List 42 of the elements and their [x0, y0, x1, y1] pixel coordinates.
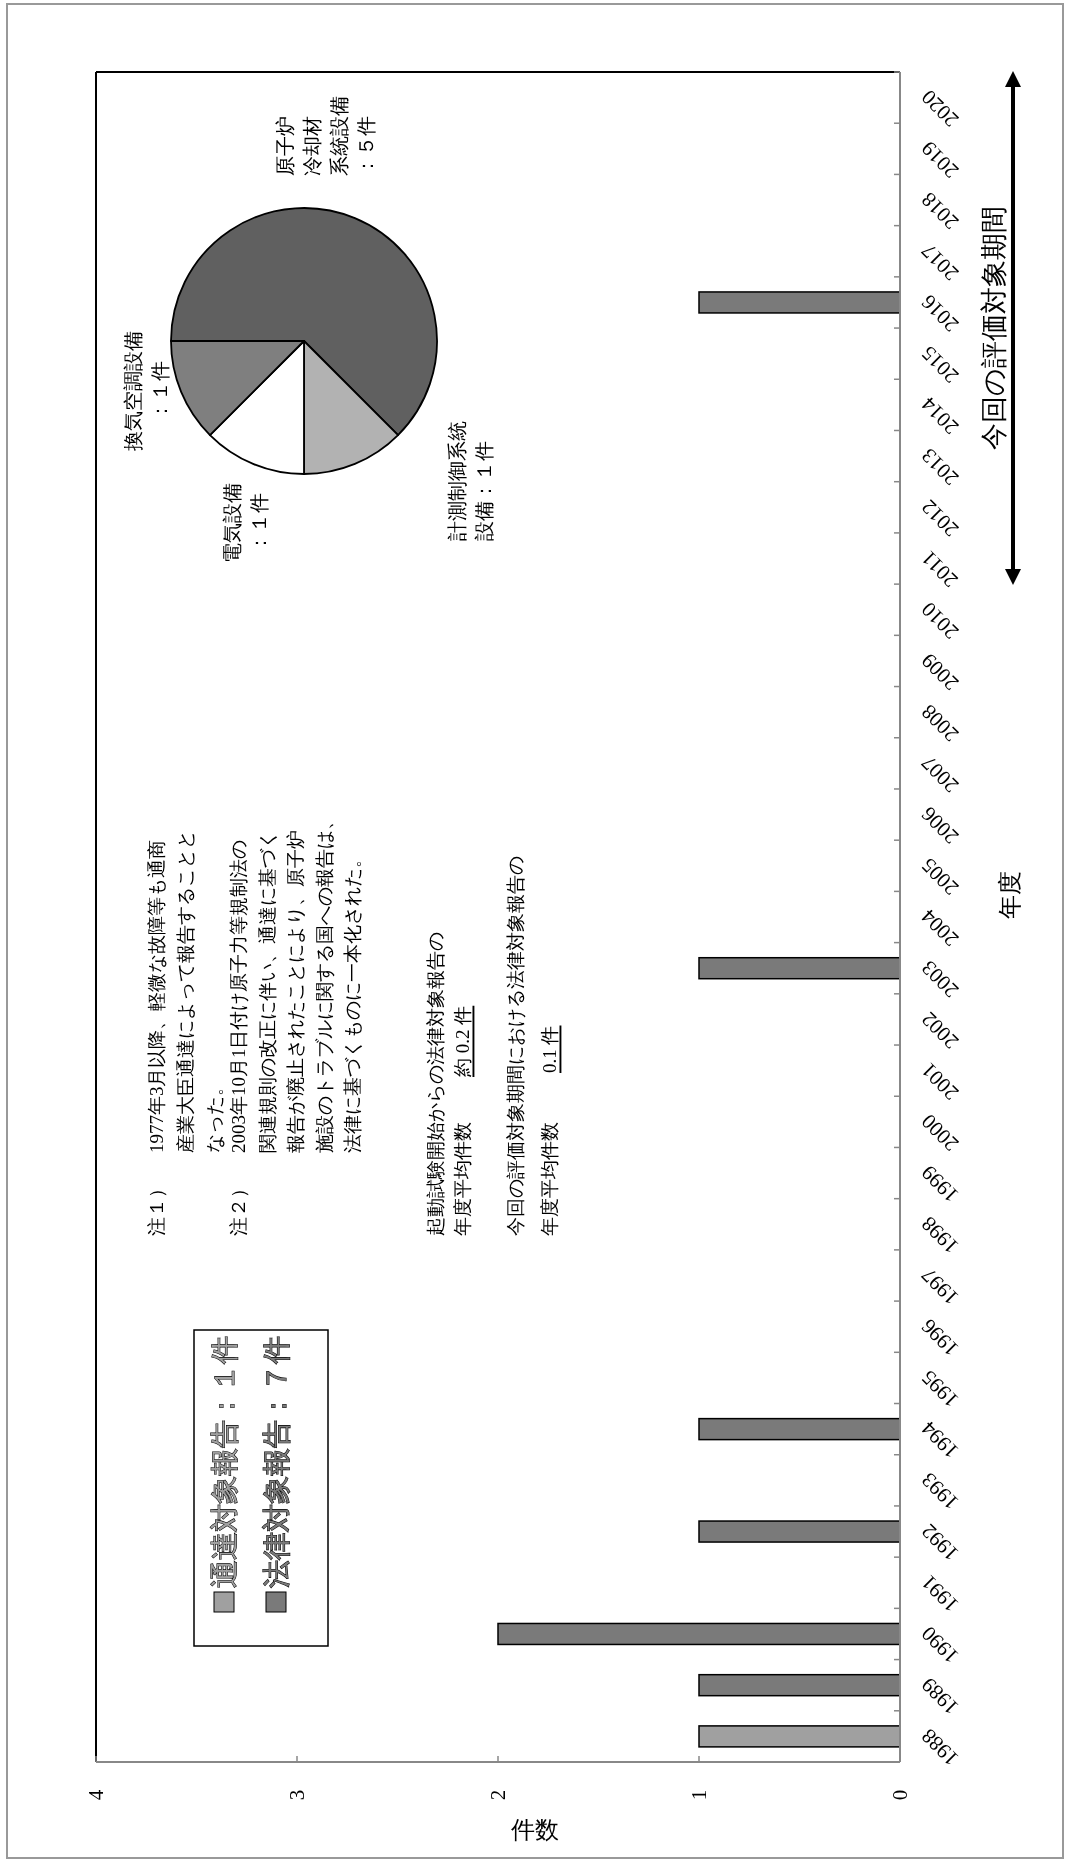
annotation: 年度平均件数 [451, 1122, 473, 1236]
x-tick-label: 2 [486, 1789, 510, 1801]
x-tick-label: 1 [687, 1789, 711, 1801]
annotation: 法律に基づくものに一本化された。 [341, 849, 363, 1153]
y-tick-label: 1996 [916, 1314, 964, 1361]
y-tick-label: 1995 [916, 1365, 964, 1413]
x-tick-label: 4 [84, 1789, 108, 1801]
x-axis-title: 件数 [511, 1817, 559, 1843]
y-tick-label: 2007 [916, 750, 964, 798]
y-tick-label: 2017 [916, 238, 964, 286]
y-tick-label: 1990 [916, 1621, 964, 1669]
y-tick-label: 1991 [916, 1570, 964, 1617]
annotation: 報告が廃止されたことにより、原子炉 [284, 830, 306, 1153]
text: 今回の評価対象期間 [979, 206, 1009, 450]
slice-label: 電気設備：１件 [221, 483, 270, 563]
annotation: 0.1 件 [538, 1025, 560, 1073]
x-tick-label: 0 [888, 1789, 912, 1801]
annotation: 起動試験開始からの法律対象報告の [424, 932, 446, 1236]
y-tick-label: 1993 [916, 1467, 964, 1515]
annotation: 産業大臣通達によって報告することと [174, 830, 196, 1153]
annotation: 注２） [227, 1179, 249, 1236]
y-tick-label: 1997 [916, 1263, 964, 1310]
slice-label: 換気空調設備：１件 [122, 331, 171, 451]
y-tick-label: 1998 [916, 1211, 964, 1259]
annotation: 年度平均件数 [538, 1122, 560, 1236]
y-axis-title: 年度 [997, 871, 1023, 919]
annotation: 関連規則の改正に伴い、通達に基づく [256, 830, 278, 1153]
annotation: 2003年10月1日付け原子力等規制法の [227, 839, 249, 1153]
annotation: なった。 [203, 1077, 225, 1153]
annotation: 今回の評価対象期間における法律対象報告の [504, 856, 526, 1236]
x-tick-label: 3 [285, 1789, 309, 1801]
annotation: 約 0.2 件 [451, 1005, 473, 1077]
y-tick-label: 1988 [916, 1723, 964, 1771]
slice-label: 計測制御系統設備：１件 [446, 421, 495, 541]
slice-label: 原子炉冷却材系統設備：５件 [274, 96, 377, 176]
y-tick-label: 1994 [916, 1416, 964, 1464]
y-tick-label: 1989 [916, 1672, 964, 1720]
annotation: 施設のトラブルに関する国への報告は、 [313, 811, 335, 1153]
annotation: 注１） [145, 1179, 167, 1236]
annotation: 1977年3月以降、軽微な故障等も通商 [145, 839, 167, 1153]
legend: 通達対象報告：１件 法律対象報告：７件 [193, 1329, 329, 1647]
y-tick-label: 1999 [916, 1160, 964, 1208]
